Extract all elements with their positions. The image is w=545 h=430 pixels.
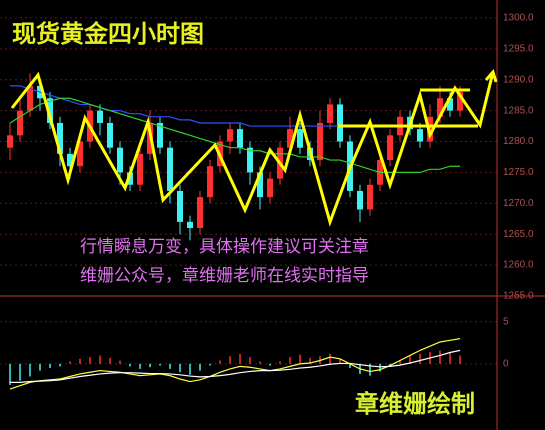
candle-body — [107, 122, 113, 148]
macd-dea — [10, 349, 461, 383]
candle-body — [97, 110, 103, 123]
y-tick-label: 1260.0 — [503, 260, 534, 271]
arrow-head — [484, 68, 498, 83]
annotation: 行情瞬息万变，具体操作建议可关注章 — [80, 237, 369, 257]
candle-body — [387, 135, 393, 161]
y-tick-label: 1300.0 — [503, 13, 534, 24]
candle-body — [327, 104, 333, 123]
y-tick-label: 1285.0 — [503, 105, 534, 116]
candle-body — [67, 153, 73, 167]
candle-body — [27, 85, 33, 111]
candle-body — [437, 98, 443, 117]
candle-body — [287, 129, 293, 148]
candle-body — [447, 98, 453, 111]
candle-body — [227, 129, 233, 142]
candle-body — [317, 122, 323, 161]
candle-body — [417, 129, 423, 142]
trend-zigzag — [10, 71, 495, 227]
candle-body — [127, 172, 133, 185]
y-tick-label: 1265.0 — [503, 229, 534, 240]
candle-body — [237, 129, 243, 148]
candle-body — [7, 135, 13, 148]
y-tick-label: 1270.0 — [503, 198, 534, 209]
candle-body — [157, 122, 163, 148]
candle-body — [297, 129, 303, 148]
candle-body — [337, 104, 343, 142]
candle-body — [47, 98, 53, 123]
y-tick-label: 5 — [503, 316, 509, 327]
candle-body — [367, 184, 373, 210]
candle-body — [247, 147, 253, 173]
candle-body — [357, 190, 363, 210]
y-tick-label: 1290.0 — [503, 74, 534, 85]
macd-dif — [9, 338, 461, 390]
candle-body — [257, 172, 263, 198]
y-tick-label: 0 — [503, 359, 509, 370]
candle-body — [177, 190, 183, 222]
y-tick-label: 1280.0 — [503, 136, 534, 147]
candle-body — [457, 92, 463, 111]
candle-body — [197, 197, 203, 229]
annotation: 维姗公众号，章维姗老师在线实时指导 — [80, 266, 369, 286]
candle-body — [167, 147, 173, 191]
author-sign: 章维姗绘制 — [355, 389, 475, 418]
moving-average — [10, 85, 460, 127]
candle-body — [267, 178, 273, 198]
candle-body — [187, 221, 193, 229]
chart-title: 现货黄金四小时图 — [12, 19, 204, 48]
y-tick-label: 1295.0 — [503, 43, 534, 54]
marks-layer — [7, 73, 463, 390]
y-tick-label: 1275.0 — [503, 167, 534, 178]
candle-body — [117, 147, 123, 173]
candle-body — [57, 122, 63, 154]
candle-body — [207, 166, 213, 198]
candle-body — [137, 153, 143, 185]
candle-body — [77, 141, 83, 167]
candle-body — [17, 110, 23, 136]
